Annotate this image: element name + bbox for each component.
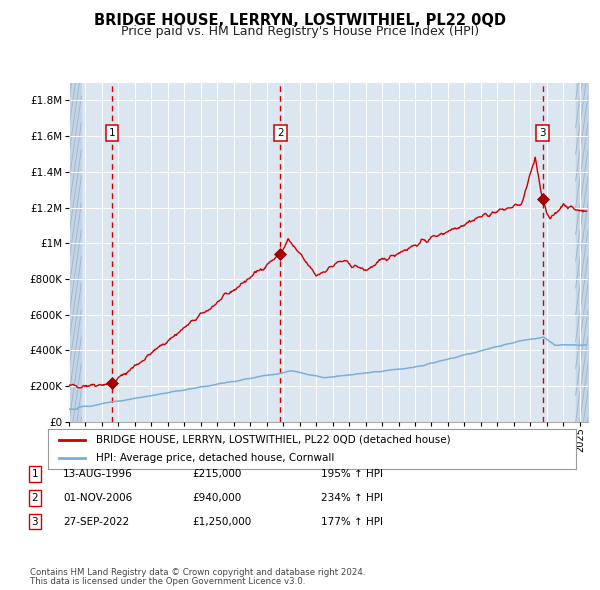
Text: 234% ↑ HPI: 234% ↑ HPI bbox=[321, 493, 383, 503]
Text: 2: 2 bbox=[31, 493, 38, 503]
Text: £1,250,000: £1,250,000 bbox=[192, 517, 251, 526]
Text: 195% ↑ HPI: 195% ↑ HPI bbox=[321, 470, 383, 479]
Text: Price paid vs. HM Land Registry's House Price Index (HPI): Price paid vs. HM Land Registry's House … bbox=[121, 25, 479, 38]
Text: 1: 1 bbox=[31, 470, 38, 479]
Text: £215,000: £215,000 bbox=[192, 470, 241, 479]
Text: 01-NOV-2006: 01-NOV-2006 bbox=[63, 493, 132, 503]
Text: £940,000: £940,000 bbox=[192, 493, 241, 503]
Text: Contains HM Land Registry data © Crown copyright and database right 2024.: Contains HM Land Registry data © Crown c… bbox=[30, 568, 365, 577]
Text: 3: 3 bbox=[539, 127, 546, 137]
Text: 27-SEP-2022: 27-SEP-2022 bbox=[63, 517, 129, 526]
Text: 3: 3 bbox=[31, 517, 38, 526]
Text: 13-AUG-1996: 13-AUG-1996 bbox=[63, 470, 133, 479]
Text: 177% ↑ HPI: 177% ↑ HPI bbox=[321, 517, 383, 526]
Text: This data is licensed under the Open Government Licence v3.0.: This data is licensed under the Open Gov… bbox=[30, 577, 305, 586]
Text: 1: 1 bbox=[109, 127, 115, 137]
Text: 2: 2 bbox=[277, 127, 284, 137]
Text: HPI: Average price, detached house, Cornwall: HPI: Average price, detached house, Corn… bbox=[95, 453, 334, 463]
Text: BRIDGE HOUSE, LERRYN, LOSTWITHIEL, PL22 0QD (detached house): BRIDGE HOUSE, LERRYN, LOSTWITHIEL, PL22 … bbox=[95, 435, 450, 445]
Text: BRIDGE HOUSE, LERRYN, LOSTWITHIEL, PL22 0QD: BRIDGE HOUSE, LERRYN, LOSTWITHIEL, PL22 … bbox=[94, 13, 506, 28]
